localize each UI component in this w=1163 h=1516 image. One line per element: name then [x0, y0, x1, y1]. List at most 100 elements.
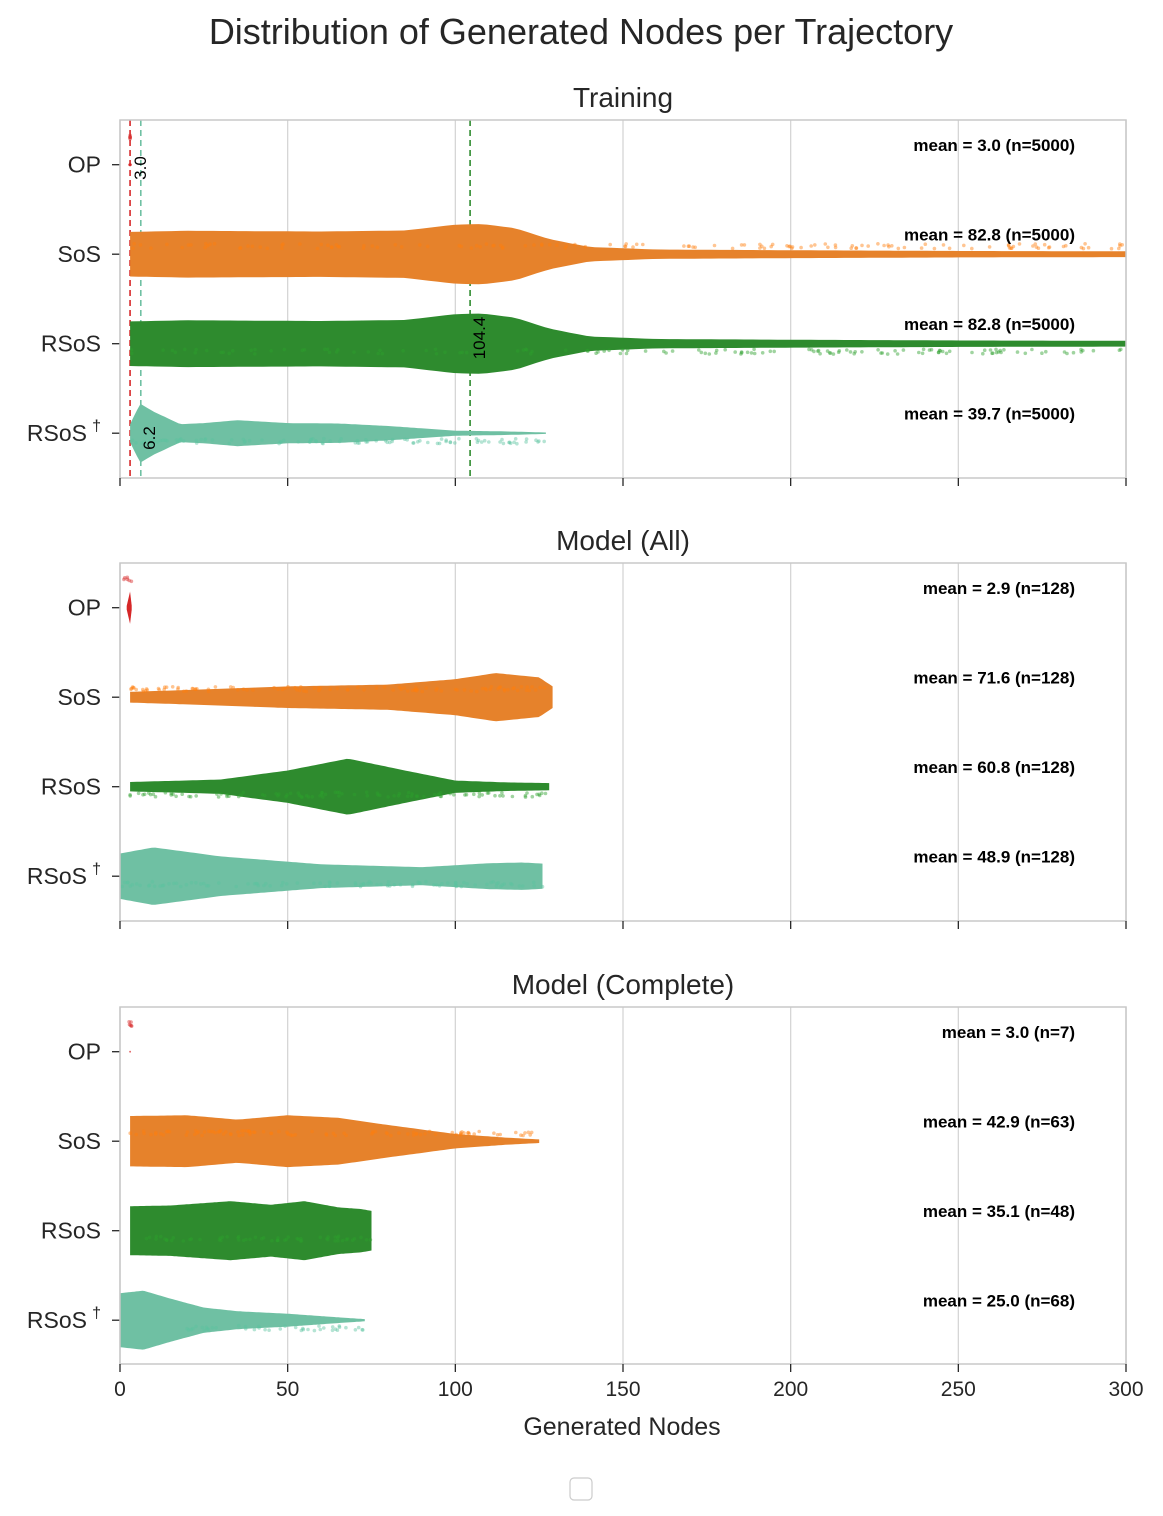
data-point — [382, 685, 387, 689]
data-point — [686, 244, 691, 248]
data-point — [360, 1327, 365, 1332]
data-point — [402, 686, 407, 690]
violin-rsos-dagger — [120, 1290, 365, 1350]
data-point — [130, 438, 135, 443]
data-point — [415, 1131, 419, 1136]
data-point — [334, 350, 339, 354]
data-point — [498, 1132, 503, 1137]
data-point — [548, 242, 552, 247]
data-point — [1118, 244, 1122, 248]
data-point — [1017, 242, 1022, 246]
data-point — [128, 1131, 132, 1135]
data-point — [515, 349, 520, 353]
data-point — [153, 794, 158, 799]
data-point — [275, 1238, 280, 1243]
data-point — [199, 437, 203, 442]
data-point — [211, 1129, 215, 1134]
data-point — [833, 245, 838, 250]
data-point — [466, 1131, 470, 1135]
data-point — [329, 245, 334, 249]
data-point — [536, 440, 540, 444]
category-superscript: † — [92, 1305, 101, 1322]
data-point — [364, 440, 368, 444]
data-point — [1109, 246, 1114, 251]
data-point — [242, 1129, 246, 1133]
data-point — [318, 1327, 323, 1332]
data-point — [457, 243, 462, 248]
data-point — [739, 350, 744, 355]
data-point — [199, 882, 203, 886]
data-point — [193, 687, 197, 692]
data-point — [337, 790, 342, 795]
data-point — [323, 884, 328, 889]
data-point — [501, 245, 505, 249]
data-point — [255, 882, 260, 886]
data-point — [132, 241, 136, 246]
data-point — [460, 1130, 464, 1134]
data-point — [386, 880, 391, 884]
data-point — [185, 1326, 189, 1331]
data-point — [414, 685, 418, 690]
data-point — [204, 883, 209, 888]
data-point — [996, 350, 1001, 354]
data-point — [300, 348, 305, 353]
data-point — [283, 1324, 287, 1328]
data-point — [327, 884, 331, 888]
data-point — [154, 1130, 158, 1135]
data-point — [122, 577, 126, 582]
data-point — [459, 1132, 463, 1136]
data-point — [480, 793, 485, 797]
data-point — [927, 348, 932, 352]
data-point — [172, 881, 176, 886]
data-point — [385, 440, 390, 445]
data-point — [280, 687, 285, 692]
data-point — [128, 884, 133, 888]
data-point — [396, 793, 401, 798]
data-point — [336, 1239, 340, 1243]
data-point — [295, 881, 300, 885]
data-point — [936, 350, 941, 355]
data-point — [1117, 348, 1122, 353]
mean-label: mean = 2.9 (n=128) — [923, 579, 1075, 598]
data-point — [712, 243, 717, 248]
data-point — [219, 792, 223, 796]
data-point — [388, 884, 392, 888]
data-point — [397, 685, 402, 689]
data-point — [936, 350, 941, 355]
data-point — [444, 438, 449, 443]
data-point — [280, 243, 284, 247]
data-point — [250, 244, 255, 249]
data-point — [174, 881, 179, 886]
data-point — [307, 440, 312, 444]
data-point — [664, 351, 668, 355]
data-point — [485, 882, 489, 887]
data-point — [243, 439, 247, 444]
data-point — [153, 1132, 158, 1136]
data-point — [227, 441, 232, 446]
data-point — [231, 348, 235, 353]
mean-label: mean = 42.9 (n=63) — [923, 1113, 1075, 1132]
data-point — [318, 1235, 323, 1240]
data-point — [624, 242, 628, 246]
data-point — [314, 439, 318, 443]
data-point — [464, 792, 469, 797]
data-point — [311, 437, 315, 441]
data-point — [174, 794, 178, 799]
data-point — [439, 437, 444, 441]
data-point — [831, 352, 836, 356]
data-point — [336, 1234, 341, 1238]
data-point — [760, 351, 765, 355]
data-point — [328, 881, 332, 885]
data-point — [340, 1238, 345, 1243]
data-point — [138, 243, 143, 247]
data-point — [445, 881, 450, 885]
data-point — [221, 1132, 226, 1136]
data-point — [860, 350, 864, 354]
data-point — [169, 1238, 174, 1243]
data-point — [1015, 350, 1020, 354]
data-point — [1083, 242, 1087, 246]
data-point — [919, 246, 924, 250]
data-point — [191, 1326, 195, 1331]
data-point — [901, 348, 906, 352]
data-point — [392, 883, 397, 887]
